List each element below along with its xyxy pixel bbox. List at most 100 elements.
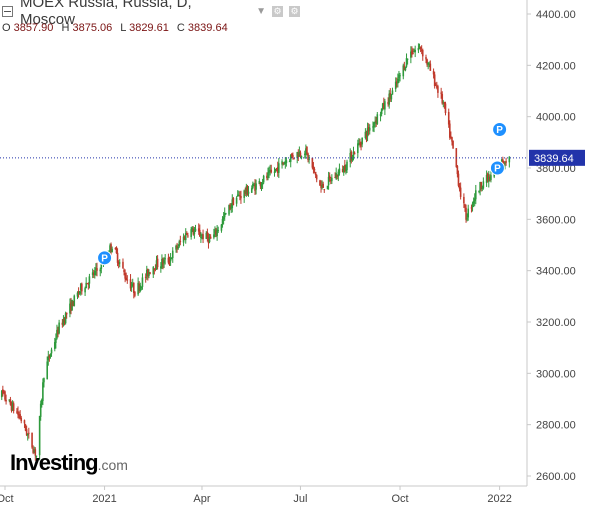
- candle-body: [482, 181, 485, 189]
- candle-body: [410, 51, 412, 58]
- candle-body: [464, 204, 466, 208]
- candle-body: [124, 272, 126, 279]
- candle-body: [508, 156, 511, 163]
- y-tick-label: 2600.00: [536, 471, 576, 483]
- candle-body: [96, 268, 98, 271]
- candle-body: [275, 168, 278, 170]
- candle-body: [55, 338, 57, 343]
- candle-body: [126, 279, 129, 281]
- candle-body: [300, 156, 303, 158]
- candle-body: [375, 120, 378, 123]
- candle-body: [485, 174, 488, 183]
- candle-body: [2, 389, 4, 394]
- candle-body: [39, 403, 42, 417]
- candle-body: [228, 205, 230, 215]
- candle-body: [261, 182, 264, 185]
- candle-body: [305, 148, 307, 155]
- candle-body: [100, 260, 103, 269]
- candle-body: [360, 142, 362, 146]
- candle-body: [209, 236, 212, 239]
- candle-body: [373, 122, 375, 128]
- candle-body: [390, 94, 393, 100]
- candle-body: [321, 185, 323, 188]
- candle-body: [148, 272, 150, 277]
- collapse-icon[interactable]: [2, 5, 13, 17]
- candle-body: [274, 168, 277, 172]
- candle-body: [345, 169, 347, 171]
- candle-body: [110, 244, 112, 251]
- candle-body: [154, 268, 157, 270]
- candle-body: [50, 349, 53, 354]
- candle-body: [77, 291, 80, 294]
- candle-body: [502, 159, 504, 164]
- candle-body: [421, 49, 424, 57]
- x-tick-label: 2022: [487, 493, 511, 505]
- candle-body: [24, 424, 27, 431]
- candle-body: [155, 260, 158, 270]
- candle-body: [376, 114, 379, 124]
- candle-body: [247, 191, 250, 194]
- candle-body: [79, 283, 82, 291]
- candle-body: [334, 177, 336, 179]
- candle-body: [486, 173, 489, 181]
- settings-icon[interactable]: ⚙: [272, 5, 284, 17]
- candle-body: [73, 295, 76, 306]
- candle-body: [3, 392, 5, 394]
- y-tick-label: 3000.00: [536, 368, 576, 380]
- candle-body: [38, 415, 41, 456]
- candle-body: [473, 198, 476, 201]
- candle-body: [117, 262, 120, 265]
- candle-body: [138, 283, 141, 290]
- candle-body: [160, 266, 162, 269]
- candle-body: [183, 236, 186, 240]
- candle-body: [437, 86, 439, 93]
- candle-body: [18, 414, 20, 416]
- candle-body: [65, 312, 68, 315]
- candle-body: [412, 53, 414, 55]
- candle-body: [194, 228, 197, 232]
- candle-body: [417, 47, 420, 51]
- candle-body: [20, 417, 23, 422]
- candle-body: [296, 152, 299, 158]
- brand-suffix: .com: [97, 457, 128, 473]
- candle-body: [11, 403, 14, 411]
- candle-body: [344, 165, 346, 172]
- candle-body: [92, 272, 95, 276]
- candle-body: [308, 158, 310, 160]
- candle-body: [331, 177, 333, 182]
- candle-body: [278, 163, 280, 173]
- candle-body: [0, 390, 3, 398]
- candle-body: [175, 245, 177, 250]
- candle-body: [47, 356, 50, 361]
- candle-body: [258, 180, 261, 185]
- y-tick-label: 3200.00: [536, 317, 576, 329]
- candle-body: [338, 168, 341, 174]
- candle-body: [397, 78, 399, 84]
- candle-body: [323, 189, 326, 191]
- candle-body: [122, 261, 124, 269]
- candle-body: [201, 234, 203, 237]
- candle-body: [56, 329, 58, 339]
- ohlc-low-label: L: [120, 22, 127, 34]
- candle-body: [144, 276, 147, 278]
- candle-body: [282, 162, 284, 164]
- gear-icon[interactable]: ⚙: [289, 5, 300, 17]
- candle-body: [62, 319, 65, 325]
- chevron-down-icon[interactable]: ▼: [256, 5, 267, 17]
- candle-body: [240, 195, 242, 199]
- candle-body: [206, 232, 209, 238]
- candle-body: [145, 269, 148, 277]
- candle-body: [187, 235, 189, 237]
- candle-body: [391, 90, 394, 95]
- candle-body: [289, 155, 292, 162]
- candle-body: [299, 152, 302, 156]
- candle-body: [76, 292, 79, 297]
- candle-body: [170, 258, 173, 260]
- candle-body: [10, 403, 13, 411]
- candle-body: [42, 382, 44, 402]
- candle-body: [57, 329, 59, 335]
- candle-body: [328, 175, 331, 179]
- candle-body: [217, 230, 220, 232]
